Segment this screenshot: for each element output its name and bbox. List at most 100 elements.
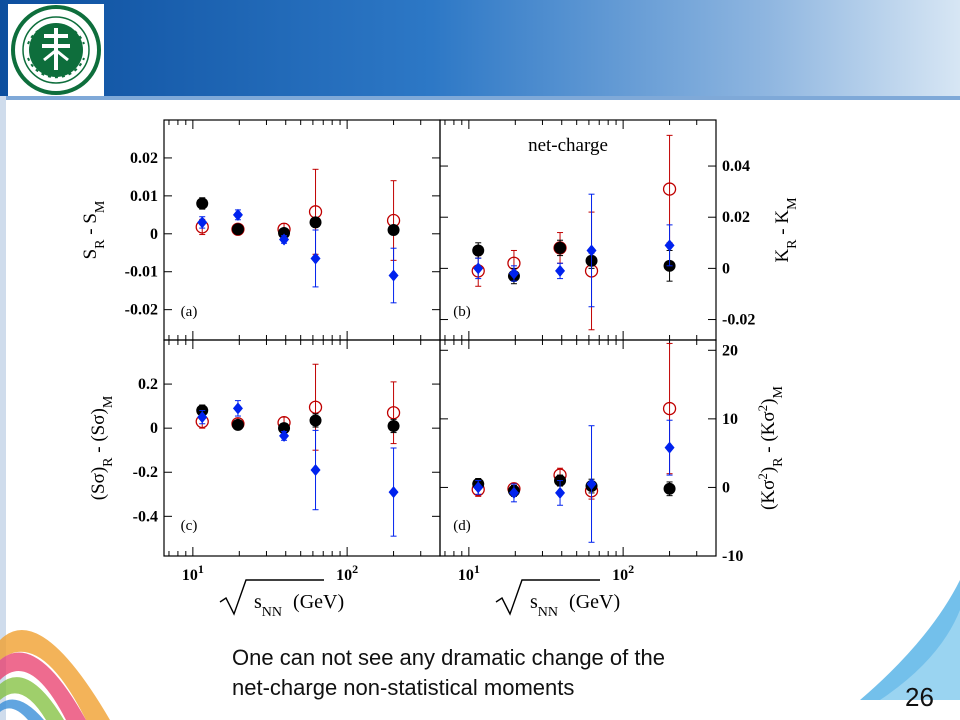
panel-label: (a) [181, 304, 198, 320]
slide-header-bar [0, 0, 960, 96]
data-point [554, 239, 567, 257]
y-tick-label: -0.2 [133, 464, 158, 481]
x-tick-label: 101 [182, 562, 204, 584]
data-point [197, 410, 208, 425]
data-point [310, 429, 321, 511]
caption-line-1: One can not see any dramatic change of t… [232, 645, 665, 670]
data-point [310, 229, 321, 288]
data-point [231, 223, 244, 236]
diamond-marker [197, 216, 208, 229]
data-point [508, 265, 519, 282]
data-point [386, 381, 401, 445]
data-point [586, 425, 597, 543]
y-tick-label: 0.01 [130, 188, 158, 205]
sqrt-sign [495, 579, 600, 616]
x-axis-label: sNN (GeV) [530, 591, 620, 620]
diamond-marker [232, 208, 243, 221]
chart-panel-4: 20 10 0 -10 101 102 sNN (GeV) (d) (Kσ2)R - (Kσ2)… [439, 339, 786, 620]
panel-frame [439, 339, 717, 557]
y-axis-label-1: SR - SM [80, 200, 108, 259]
data-point [279, 429, 290, 442]
sqrt-sign [219, 579, 324, 616]
diamond-marker [586, 244, 597, 257]
y-tick-label: 0.2 [138, 376, 158, 393]
y-tick-label: -0.01 [125, 264, 158, 281]
university-seal-icon [11, 5, 101, 95]
data-point [196, 197, 209, 210]
filled-circle-marker [309, 216, 322, 229]
y-tick-label: -0.02 [125, 302, 158, 319]
x-tick-label: 101 [458, 562, 480, 584]
y-tick-label: -10 [722, 548, 743, 565]
page-number: 26 [905, 682, 934, 712]
panel-label: (c) [181, 518, 198, 534]
data-point [387, 418, 400, 434]
header-divider [0, 96, 960, 100]
filled-circle-marker [554, 241, 567, 254]
diamond-marker [310, 464, 321, 477]
data-point [388, 247, 399, 304]
y-tick-label: -0.4 [133, 508, 158, 525]
diamond-marker [279, 429, 290, 442]
diamond-marker [197, 411, 208, 424]
y-tick-label: 0.02 [722, 209, 750, 226]
filled-circle-marker [663, 482, 676, 495]
y-tick-label: 0.02 [130, 150, 158, 167]
open-circle-marker [308, 400, 323, 414]
data-point [555, 480, 566, 506]
left-edge-strip [0, 96, 6, 720]
y-tick-label: 0.04 [722, 158, 750, 175]
open-circle-marker [386, 406, 401, 420]
filled-circle-marker [472, 244, 485, 257]
diamond-marker [232, 402, 243, 415]
open-circle-marker [662, 182, 677, 196]
data-point [555, 262, 566, 280]
x-tick-label: 102 [612, 562, 634, 584]
y-tick-label: 0 [722, 260, 730, 277]
filled-circle-marker [196, 197, 209, 210]
data-point [197, 216, 208, 229]
open-circle-marker [662, 401, 677, 416]
filled-circle-marker [231, 223, 244, 236]
diamond-marker [473, 262, 484, 275]
x-axis-label: sNN (GeV) [254, 591, 344, 620]
data-point [387, 224, 400, 236]
filled-circle-marker [231, 418, 244, 431]
y-tick-label: 10 [722, 411, 738, 428]
y-tick-label: 20 [722, 342, 738, 359]
diamond-marker [664, 239, 675, 252]
university-logo [8, 4, 104, 96]
diamond-marker [473, 481, 484, 494]
chart-title: net-charge [528, 135, 608, 156]
data-point [472, 242, 485, 259]
data-point [663, 481, 676, 497]
diamond-marker [388, 486, 399, 499]
data-point [232, 400, 243, 417]
filled-circle-marker [387, 419, 400, 432]
y-tick-label: 0 [150, 226, 158, 243]
diamond-marker [388, 269, 399, 282]
data-point [231, 418, 244, 431]
diamond-marker [586, 478, 597, 490]
panel-frame [163, 339, 441, 557]
y-tick-label: 0 [722, 479, 730, 496]
panel-label: (d) [453, 518, 471, 534]
data-point [473, 480, 484, 495]
panel-label: (b) [453, 304, 471, 320]
diamond-marker [555, 486, 566, 499]
diamond-marker [310, 252, 321, 265]
data-point [664, 419, 675, 476]
data-point [508, 483, 519, 503]
y-axis-label-3: (Sσ)R - (Sσ)M [88, 395, 116, 500]
data-point [586, 193, 597, 308]
diamond-marker [664, 441, 675, 454]
data-point [279, 233, 290, 246]
filled-circle-marker [387, 224, 400, 236]
data-point [232, 208, 243, 221]
y-tick-label: -0.02 [722, 312, 755, 329]
caption-line-2: net-charge non-statistical moments [232, 675, 575, 700]
y-axis-label-4: (Kσ2)R - (Kσ2)M [755, 386, 786, 510]
chart-panel-1: 0.02 0.01 0 -0.01 -0.02 (a) SR - SM [80, 119, 441, 341]
data-point [309, 216, 322, 229]
